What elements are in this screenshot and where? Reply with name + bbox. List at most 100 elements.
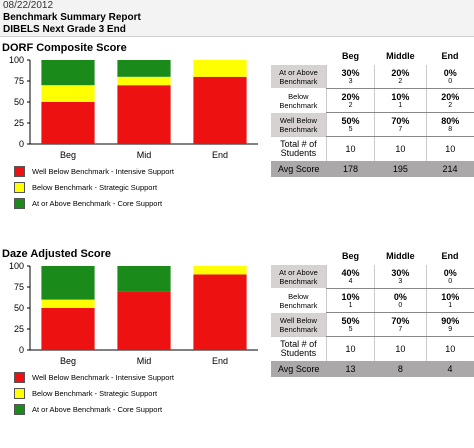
y-tick-label: 0 bbox=[19, 345, 24, 355]
pct-value: 0% bbox=[443, 67, 457, 78]
y-tick-label: 25 bbox=[14, 324, 24, 334]
chart-title: DORF Composite Score bbox=[2, 42, 127, 54]
table-row: At or Above Benchmark 40% 4 30% 3 0% 0 bbox=[271, 264, 474, 289]
bar-segment-below bbox=[117, 76, 171, 86]
report-date: 08/22/2012 bbox=[3, 0, 54, 11]
legend-swatch bbox=[14, 182, 25, 193]
pct-value: 20% bbox=[391, 67, 410, 78]
pct-value: 30% bbox=[341, 67, 360, 78]
y-tick-label: 50 bbox=[14, 97, 24, 107]
y-tick-label: 0 bbox=[19, 139, 24, 149]
total-value: 10 bbox=[325, 136, 375, 161]
count-value: 2 bbox=[398, 77, 403, 85]
avg-value: 4 bbox=[426, 361, 474, 377]
col-header: Beg bbox=[342, 51, 360, 62]
count-value: 8 bbox=[448, 126, 453, 133]
report-header: 08/22/2012 Benchmark Summary Report DIBE… bbox=[0, 0, 474, 37]
count-value: 5 bbox=[348, 326, 353, 333]
count-value: 2 bbox=[348, 102, 353, 109]
pct-value: 70% bbox=[391, 116, 410, 126]
total-value: 10 bbox=[425, 336, 474, 361]
legend-swatch bbox=[14, 404, 25, 415]
count-value: 3 bbox=[348, 77, 353, 85]
y-tick-label: 100 bbox=[9, 262, 24, 271]
table-row: Well Below Benchmark 50% 5 70% 7 90% 9 bbox=[271, 312, 474, 337]
legend-label: Well Below Benchmark - Intensive Support bbox=[32, 167, 175, 176]
bar-segment-well-below bbox=[41, 308, 95, 350]
pct-value: 80% bbox=[441, 116, 460, 126]
count-value: 1 bbox=[398, 102, 403, 109]
y-tick-label: 50 bbox=[14, 303, 24, 313]
table-row: Well Below Benchmark 50% 5 70% 7 80% 8 bbox=[271, 112, 474, 137]
row-label: Total # of Students bbox=[271, 336, 327, 361]
section-dorf: DORF Composite Score 0 25 50 75 100 Beg Mid End… bbox=[0, 42, 474, 242]
bar-segment-well-below bbox=[117, 85, 171, 144]
legend-swatch bbox=[14, 372, 25, 383]
row-label: At or Above Benchmark bbox=[271, 64, 327, 89]
row-label: Avg Score bbox=[271, 161, 327, 177]
col-header: Middle bbox=[386, 251, 415, 262]
bar-segment-at-above bbox=[41, 60, 95, 86]
pct-value: 50% bbox=[341, 316, 360, 326]
x-tick-label: Mid bbox=[137, 150, 152, 160]
count-value: 0 bbox=[448, 277, 453, 285]
avg-value: 195 bbox=[374, 161, 427, 177]
count-value: 2 bbox=[448, 102, 453, 109]
legend-label: Below Benchmark - Strategic Support bbox=[32, 389, 158, 398]
row-label: Below Benchmark bbox=[271, 288, 327, 313]
pct-value: 10% bbox=[441, 292, 460, 302]
table-header-row: Beg Middle End bbox=[271, 248, 474, 265]
total-value: 10 bbox=[325, 336, 375, 361]
y-tick-label: 75 bbox=[14, 76, 24, 86]
bar-segment-at-above bbox=[117, 266, 171, 292]
bar-segment-well-below bbox=[117, 291, 171, 350]
y-tick-label: 75 bbox=[14, 282, 24, 292]
legend-swatch bbox=[14, 388, 25, 399]
row-label: Well Below Benchmark bbox=[271, 312, 327, 337]
pct-value: 50% bbox=[341, 116, 360, 126]
x-tick-label: End bbox=[212, 150, 228, 160]
col-header: End bbox=[441, 51, 459, 62]
x-tick-label: Beg bbox=[60, 150, 76, 160]
count-value: 9 bbox=[448, 326, 453, 333]
bar-segment-below bbox=[193, 60, 247, 77]
avg-value: 8 bbox=[374, 361, 427, 377]
bar-segment-well-below bbox=[193, 76, 247, 144]
row-label: Avg Score bbox=[271, 361, 327, 377]
daze-chart: 0 25 50 75 100 Beg Mid End bbox=[9, 262, 258, 366]
count-value: 1 bbox=[448, 302, 453, 309]
avg-row: Avg Score 13 8 4 bbox=[271, 361, 474, 377]
legend-swatch bbox=[14, 166, 25, 177]
count-value: 4 bbox=[348, 277, 353, 285]
count-value: 5 bbox=[348, 126, 353, 133]
bar-segment-at-above bbox=[117, 60, 171, 77]
pct-value: 0% bbox=[443, 267, 457, 278]
legend-label: At or Above Benchmark - Core Support bbox=[32, 405, 163, 414]
total-value: 10 bbox=[425, 136, 474, 161]
bar-segment-at-above bbox=[41, 266, 95, 300]
legend-label: Below Benchmark - Strategic Support bbox=[32, 183, 158, 192]
col-header: Middle bbox=[386, 51, 415, 62]
bar-segment-well-below bbox=[193, 274, 247, 350]
pct-value: 10% bbox=[391, 92, 410, 102]
row-label: Below Benchmark bbox=[271, 88, 327, 113]
row-label: Total # of Students bbox=[271, 136, 327, 161]
table-row: Below Benchmark 20% 2 10% 1 20% 2 bbox=[271, 88, 474, 113]
table-row: At or Above Benchmark 30% 3 20% 2 0% 0 bbox=[271, 64, 474, 89]
dorf-summary-table: Beg Middle End At or Above Benchmark 30%… bbox=[271, 48, 474, 177]
bar-segment-well-below bbox=[41, 102, 95, 144]
count-value: 0 bbox=[398, 302, 403, 309]
pct-value: 10% bbox=[341, 292, 360, 302]
count-value: 1 bbox=[348, 302, 353, 309]
pct-value: 0% bbox=[393, 292, 407, 302]
count-value: 0 bbox=[448, 77, 453, 85]
count-value: 7 bbox=[398, 326, 403, 333]
bar-segment-below bbox=[41, 299, 95, 308]
bar-segment-below bbox=[193, 266, 247, 275]
bar-segment-below bbox=[41, 85, 95, 102]
avg-value: 214 bbox=[426, 161, 474, 177]
x-tick-label: Beg bbox=[60, 356, 76, 366]
y-tick-label: 25 bbox=[14, 118, 24, 128]
chart-title: Daze Adjusted Score bbox=[2, 248, 112, 260]
legend-label: Well Below Benchmark - Intensive Support bbox=[32, 373, 175, 382]
